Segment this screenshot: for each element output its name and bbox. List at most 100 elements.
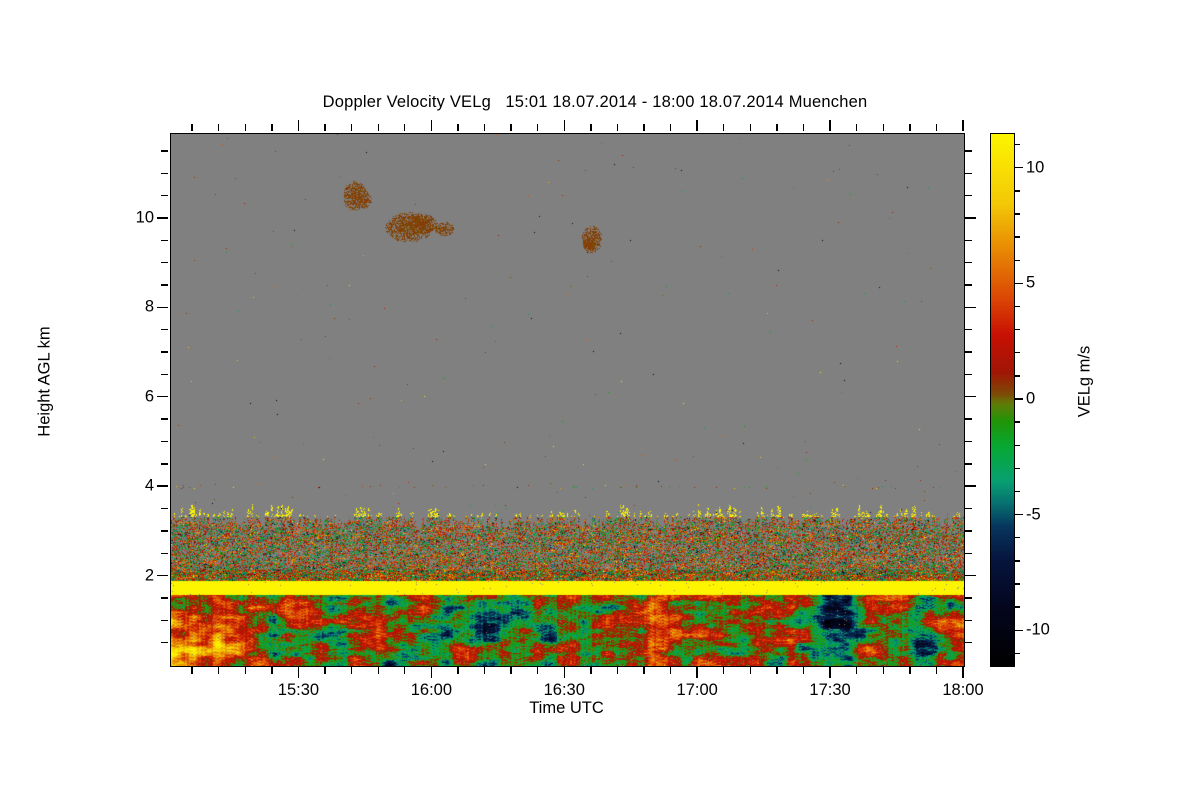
- x-tick-minor-top: [218, 124, 220, 132]
- colorbar-tick-minor: [1014, 583, 1020, 585]
- x-tick-minor-top: [669, 124, 672, 132]
- y-tick-major-right: [964, 306, 976, 309]
- colorbar-tick-label: -5: [1026, 505, 1041, 524]
- y-tick-major-right: [964, 485, 976, 487]
- y-axis-label: Height AGL km: [35, 326, 54, 437]
- colorbar-tick-minor: [1014, 143, 1020, 146]
- x-tick-minor-top: [802, 124, 805, 132]
- y-tick-minor-right: [964, 418, 972, 420]
- x-tick-minor: [590, 666, 592, 674]
- x-tick-minor-top: [590, 124, 592, 132]
- x-tick-label: 18:00: [942, 681, 984, 699]
- x-tick-major: [962, 666, 964, 678]
- y-tick-label: 4: [144, 476, 154, 495]
- colorbar-tick-minor: [1014, 236, 1020, 238]
- y-tick-minor: [161, 440, 169, 443]
- x-tick-minor-top: [723, 124, 725, 132]
- x-tick-label: 16:30: [543, 681, 585, 699]
- y-tick-label: 8: [144, 297, 154, 316]
- plot-area: [170, 133, 965, 667]
- colorbar-gradient: [991, 134, 1014, 666]
- y-tick-major-right: [964, 574, 976, 577]
- y-tick-label: 6: [144, 387, 154, 406]
- x-tick-minor: [723, 666, 725, 674]
- y-tick-minor: [161, 619, 169, 621]
- y-tick-minor: [161, 284, 169, 286]
- y-tick-minor-right: [964, 507, 972, 510]
- x-tick-major: [829, 666, 831, 678]
- x-tick-major: [696, 666, 698, 678]
- colorbar-tick-minor: [1014, 490, 1020, 493]
- y-tick-minor-right: [964, 463, 972, 465]
- colorbar-tick-minor: [1014, 190, 1020, 192]
- x-tick-minor-top: [616, 124, 619, 132]
- x-tick-minor-top: [271, 124, 273, 132]
- y-tick-minor: [161, 463, 169, 465]
- y-tick-minor: [161, 172, 169, 174]
- y-tick-minor-right: [964, 641, 972, 644]
- y-tick-minor-right: [964, 373, 972, 376]
- colorbar-tick-minor: [1014, 421, 1020, 423]
- y-tick-minor: [161, 329, 169, 331]
- colorbar-tick-minor: [1014, 305, 1020, 308]
- y-tick-minor: [161, 261, 169, 264]
- colorbar-tick-minor: [1014, 537, 1020, 539]
- colorbar-tick-label: -10: [1026, 620, 1050, 639]
- y-tick-major: [157, 396, 169, 398]
- x-tick-minor: [457, 666, 459, 674]
- x-tick-major-top: [297, 120, 300, 132]
- x-tick-minor: [218, 666, 220, 674]
- y-tick-major: [157, 485, 169, 487]
- x-tick-minor: [669, 666, 672, 674]
- x-tick-minor: [404, 666, 406, 674]
- y-tick-minor: [161, 641, 169, 644]
- y-tick-major: [157, 574, 169, 577]
- y-tick-label: 10: [135, 208, 154, 227]
- colorbar-tick-minor: [1014, 444, 1020, 446]
- y-tick-minor-right: [964, 619, 972, 621]
- x-tick-minor: [510, 666, 512, 674]
- colorbar-tick-major: [1014, 166, 1023, 169]
- y-tick-minor: [161, 373, 169, 376]
- x-tick-minor: [643, 666, 645, 674]
- x-tick-minor: [244, 666, 246, 674]
- colorbar-tick-minor: [1014, 213, 1020, 215]
- y-tick-minor-right: [964, 284, 972, 286]
- x-tick-minor-top: [483, 124, 486, 132]
- x-tick-minor-top: [749, 124, 752, 132]
- x-tick-minor-top: [350, 124, 353, 132]
- y-tick-minor-right: [964, 150, 972, 152]
- x-tick-minor: [882, 666, 884, 674]
- y-tick-major-right: [964, 217, 976, 219]
- y-tick-minor: [161, 150, 169, 152]
- y-tick-minor: [161, 530, 169, 532]
- x-tick-major-top: [563, 120, 565, 132]
- x-tick-minor: [776, 666, 778, 674]
- colorbar-tick-minor: [1014, 467, 1020, 470]
- x-tick-minor: [855, 666, 858, 674]
- x-tick-minor-top: [909, 124, 911, 132]
- colorbar-tick-minor: [1014, 259, 1020, 261]
- x-tick-label: 17:00: [676, 681, 718, 699]
- y-tick-minor: [161, 239, 169, 241]
- x-axis-label: Time UTC: [529, 699, 604, 717]
- x-tick-label: 15:30: [277, 681, 320, 699]
- y-tick-minor: [161, 351, 169, 353]
- doppler-velocity-heatmap: [171, 134, 964, 666]
- colorbar-tick-minor: [1014, 560, 1020, 562]
- x-tick-minor-top: [457, 124, 459, 132]
- x-tick-minor-top: [510, 124, 512, 132]
- x-tick-minor: [616, 666, 619, 674]
- y-tick-minor: [161, 507, 169, 510]
- x-tick-minor: [749, 666, 752, 674]
- x-tick-minor: [909, 666, 911, 674]
- colorbar-tick-minor: [1014, 352, 1020, 354]
- y-tick-minor: [161, 418, 169, 420]
- x-tick-minor-top: [776, 124, 778, 132]
- y-tick-minor-right: [964, 440, 972, 443]
- x-tick-minor-top: [536, 124, 539, 132]
- x-tick-minor-top: [191, 124, 193, 132]
- y-tick-minor: [161, 597, 169, 599]
- y-tick-minor-right: [964, 239, 972, 241]
